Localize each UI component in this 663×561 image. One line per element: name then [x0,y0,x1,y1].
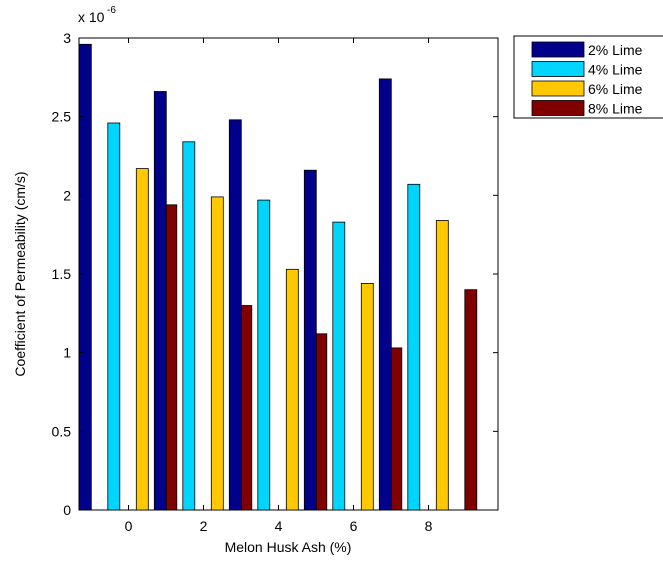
x-tick-label: 6 [350,518,358,534]
bar-1-category-0 [78,43,92,511]
legend-label-2: 4% Lime [588,62,643,78]
bar-3-category-2 [210,196,224,511]
legend-swatch-3 [531,80,585,97]
legend-swatch-2 [531,61,585,77]
y-tick-label: 1 [63,345,71,361]
bar-1-category-4 [228,119,242,511]
x-tick-label: 0 [125,518,133,534]
y-tick-label: 1.5 [52,266,72,282]
x-axis-label: Melon Husk Ash (%) [225,539,352,555]
legend-swatch-4 [531,100,585,116]
bar-3-category-8 [435,220,449,511]
legend-swatch-1 [531,41,585,58]
bar-2-category-8 [407,183,421,511]
x-tick-label: 2 [200,518,208,534]
x-tick-label: 4 [275,518,283,534]
x-tick-label: 8 [425,518,433,534]
y-axis-ticks: 0 0.5 1 1.5 2 2.5 3 [52,30,498,518]
x-axis-ticks: 0 2 4 6 8 [125,38,433,534]
y-exponent-base: x 10 [78,9,105,25]
bar-4-category-8 [464,289,478,511]
y-tick-label: 0.5 [52,423,72,439]
bar-3-category-4 [285,268,299,511]
bars-group [78,43,478,511]
bar-2-category-4 [257,199,271,511]
bar-1-category-8 [378,78,392,511]
bar-2-category-0 [107,122,121,511]
y-tick-label: 2 [63,187,71,203]
y-tick-label: 0 [63,502,71,518]
y-tick-label: 3 [63,30,71,46]
bar-3-category-0 [135,168,149,511]
bar-1-category-6 [303,169,317,511]
bar-1-category-2 [153,91,167,511]
legend-label-4: 8% Lime [588,101,643,117]
y-exponent-power: -6 [107,5,116,16]
bar-3-category-6 [360,282,374,511]
legend-label-1: 2% Lime [588,42,643,58]
legend-label-3: 6% Lime [588,81,643,97]
y-axis-label: Coefficient of Permeability (cm/s) [12,171,28,376]
legend: 2% Lime 4% Lime 6% Lime 8% Lime [513,35,663,119]
bar-2-category-6 [332,221,346,511]
bar-2-category-2 [182,141,196,511]
y-tick-label: 2.5 [52,109,72,125]
